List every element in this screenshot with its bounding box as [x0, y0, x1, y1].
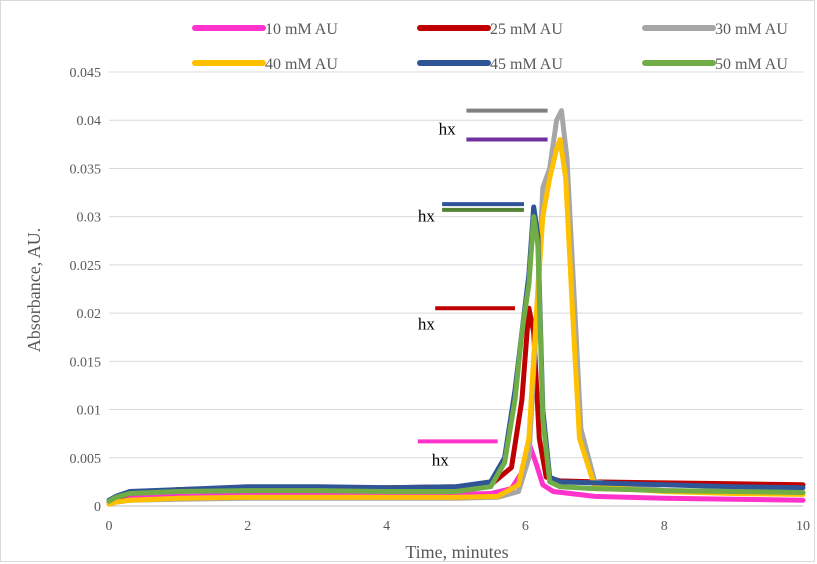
y-tick-labels: 0 0.005 0.01 0.015 0.02 0.025 0.03 0.035 0.04 0.0…	[70, 66, 102, 515]
y-tick-label: 0.035	[70, 162, 102, 177]
series-line-1	[106, 305, 806, 504]
series-line-5	[106, 214, 806, 504]
grid-lines	[109, 71, 803, 507]
y-tick-label: 0.01	[77, 404, 102, 419]
x-tick-label: 10	[796, 519, 810, 534]
annotation-label: hx	[432, 450, 450, 469]
y-tick-label: 0.04	[77, 114, 102, 129]
annotation-label: hx	[418, 206, 436, 225]
y-tick-label: 0.025	[70, 259, 102, 274]
y-axis-title: Absorbance, AU.	[24, 228, 44, 352]
legend-label: 10 mM AU	[265, 21, 338, 38]
y-tick-label: 0.015	[70, 355, 102, 370]
annotation-label: hx	[439, 120, 457, 139]
x-axis-title: Time, minutes	[405, 542, 508, 562]
y-tick-label: 0.03	[77, 211, 102, 226]
x-tick-labels: 0 2 4 6 8 10	[106, 519, 811, 534]
x-tick-label: 4	[383, 519, 390, 534]
legend-label: 25 mM AU	[490, 21, 563, 38]
x-tick-label: 0	[106, 519, 113, 534]
series-line-3	[106, 137, 806, 507]
x-tick-label: 8	[661, 519, 668, 534]
series-line-4	[106, 204, 806, 503]
y-tick-label: 0	[94, 500, 101, 515]
y-tick-label: 0.045	[70, 66, 102, 81]
legend-label: 45 mM AU	[490, 56, 563, 73]
y-tick-label: 0.005	[70, 452, 102, 467]
x-tick-label: 2	[244, 519, 251, 534]
legend-label: 50 mM AU	[715, 56, 788, 73]
x-tick-label: 6	[522, 519, 529, 534]
annotation-labels: hx hx hx hx	[418, 120, 456, 470]
series-lines	[106, 108, 806, 507]
annotation-label: hx	[418, 315, 436, 334]
legend-label: 40 mM AU	[265, 56, 338, 73]
legend: 10 mM AU 25 mM AU 30 mM AU 40 mM AU 45 mM AU…	[192, 21, 788, 73]
y-tick-label: 0.02	[77, 307, 102, 322]
annotation-markers	[417, 108, 548, 444]
legend-label: 30 mM AU	[715, 21, 788, 38]
